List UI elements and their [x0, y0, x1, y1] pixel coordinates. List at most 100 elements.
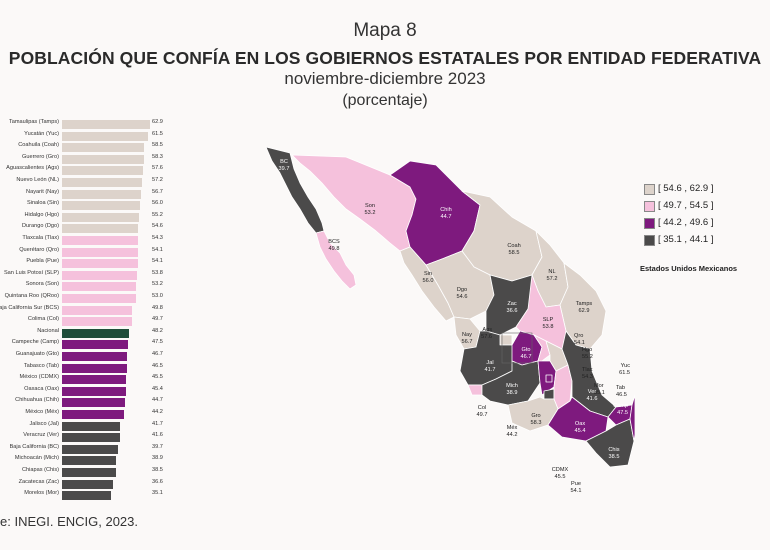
label-ver-abbr: Ver [588, 389, 597, 395]
bar-row: Coahuila (Coah) 58.5 [0, 141, 175, 154]
bar-label: Guerrero (Gro) [22, 153, 59, 160]
label-zac-value: 36.6 [507, 308, 518, 314]
bar-row: Michoacán (Mich) 38.9 [0, 454, 175, 467]
label-dgo-abbr: Dgo [457, 287, 467, 293]
label-slp-value: 53.8 [543, 324, 554, 330]
bar-label: Nacional [37, 327, 59, 334]
bar-label: Baja California Sur (BCS) [0, 304, 59, 311]
bar-label: Michoacán (Mich) [14, 455, 59, 462]
legend-swatch-1 [644, 184, 655, 195]
bar-row: Querétaro (Qro) 54.1 [0, 246, 175, 259]
bar [62, 317, 132, 327]
label-mich-abbr: Mich [506, 383, 518, 389]
label-cdmx-abbr: CDMX [552, 467, 569, 473]
legend-item-2: [ 49.7 , 54.5 ] [644, 200, 764, 213]
map-title: POBLACIÓN QUE CONFÍA EN LOS GOBIERNOS ES… [8, 48, 762, 68]
bar-value-label: 48.2 [152, 327, 163, 334]
state-col [467, 384, 483, 396]
label-mor-value: 35.1 [594, 390, 605, 396]
bar-label: Guanajuato (Gto) [15, 351, 59, 357]
bar-value-label: 62.9 [152, 119, 163, 125]
label-mex-value: 44.2 [507, 432, 518, 438]
bar-row: México (CDMX) 45.5 [0, 373, 175, 386]
label-bcs-value: 49.8 [329, 246, 340, 252]
bar-label: Morelos (Mor) [24, 490, 59, 497]
label-camp-abbr: Camp [613, 403, 628, 409]
bar-row: Tamaulipas (Tamps) 62.9 [0, 118, 175, 131]
bar [62, 328, 130, 338]
bar-value-label: 56.7 [152, 188, 163, 195]
bar-value-label: 54.1 [152, 258, 163, 265]
label-gto-abbr: Gto [521, 347, 530, 353]
label-tab-abbr: Tab [616, 385, 625, 391]
map-number: Mapa 8 [353, 20, 417, 41]
bar-label: México (CDMX) [19, 374, 59, 381]
bar-row: Sonora (Son) 53.2 [0, 280, 175, 293]
state-bcs [315, 230, 357, 290]
bar-value-label: 47.5 [152, 339, 163, 346]
bar [62, 340, 129, 350]
bar-value-label: 57.2 [152, 177, 163, 183]
state-oax [547, 396, 609, 442]
bar-row: Aguascalientes (Ags) 57.6 [0, 164, 175, 177]
label-nl-abbr: NL [548, 269, 555, 275]
bar-label: Puebla (Pue) [26, 258, 59, 265]
label-jal-value: 41.7 [485, 367, 496, 373]
bar-label: Zacatecas (Zac) [18, 478, 59, 485]
bar-row: Baja California (BC) 39.7 [0, 443, 175, 456]
label-col-abbr: Col [478, 405, 486, 411]
bar-row: Morelos (Mor) 35.1 [0, 489, 175, 502]
map-unit: (porcentaje) [342, 92, 428, 109]
bar-label: Coahuila (Coah) [18, 142, 59, 149]
label-gro-value: 58.3 [531, 420, 542, 426]
ranking-bar-chart: Tamaulipas (Tamps) 62.9 Yucatán (Yuc) 61.5 C… [0, 118, 175, 502]
label-pue-abbr: Pue [571, 481, 581, 487]
bar [62, 386, 126, 396]
bar-value-label: 46.5 [152, 362, 163, 369]
bar-row: Yucatán (Yuc) 61.5 [0, 130, 175, 143]
mexico-map: BC 39.7 BCS 49.8 Son 53.2 Chih 44.7 Coah 58.5… [265, 146, 635, 494]
bar-label: Tamaulipas (Tamps) [8, 119, 59, 125]
bar [62, 491, 112, 501]
label-bc-abbr: BC [280, 159, 288, 165]
bar-label: Sinaloa (Sin) [26, 200, 59, 207]
label-hgo-abbr: Hgo [582, 347, 592, 353]
bar-label: Campeche (Camp) [11, 339, 59, 346]
bar-row: Tabasco (Tab) 46.5 [0, 362, 175, 375]
bar [62, 375, 126, 385]
bar-row: Chiapas (Chis) 38.5 [0, 466, 175, 479]
bar-value-label: 44.7 [152, 397, 163, 404]
bar [62, 143, 144, 153]
label-col-value: 49.7 [477, 412, 488, 418]
bar-label: Yucatán (Yuc) [24, 130, 59, 137]
bar-row: Baja California Sur (BCS) 49.8 [0, 304, 175, 317]
bar-label: México (Méx) [25, 409, 59, 415]
label-mor-abbr: Mor [594, 383, 604, 389]
state-cdmx [545, 374, 553, 383]
bar [62, 154, 144, 164]
bar [62, 201, 141, 211]
label-qro-abbr: Qro [574, 333, 583, 339]
bar-row: Jalisco (Jal) 41.7 [0, 420, 175, 433]
bar-value-label: 54.1 [152, 246, 163, 253]
label-yuc-value: 61.5 [619, 370, 630, 376]
bar-row: Hidalgo (Hgo) 55.2 [0, 211, 175, 224]
bar-label: Tlaxcala (Tlax) [22, 235, 59, 241]
bar-label: Nayarit (Nay) [26, 188, 59, 195]
source-note: e: INEGI. ENCIG, 2023. [0, 514, 138, 529]
bar-value-label: 45.4 [152, 385, 163, 392]
legend-label-2: [ 49.7 , 54.5 ] [658, 200, 714, 211]
label-coah-value: 58.5 [509, 250, 520, 256]
bar-label: Oaxaca (Oax) [24, 385, 59, 392]
country-label: Estados Unidos Mexicanos [640, 264, 738, 273]
bar-value-label: 58.3 [152, 153, 163, 160]
